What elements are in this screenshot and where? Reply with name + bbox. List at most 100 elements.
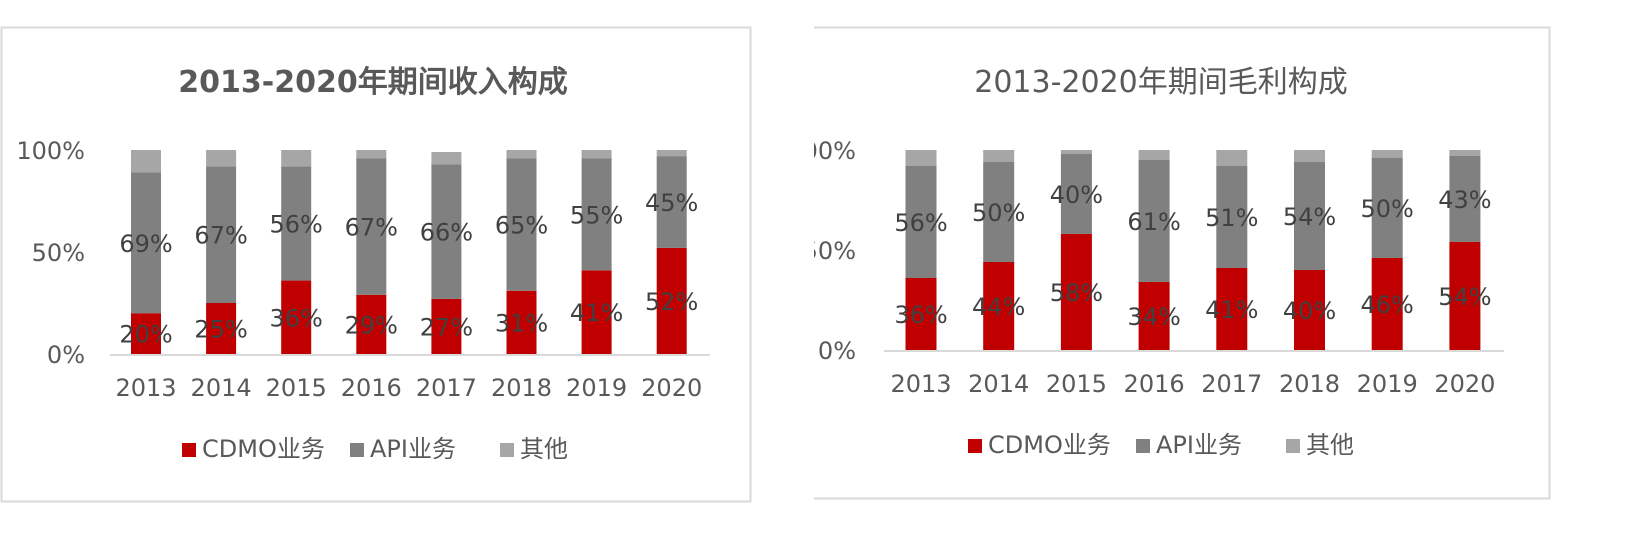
bar-segment-cdmo [131, 313, 161, 354]
x-tick-label: 2020 [641, 374, 702, 402]
bar-segment-cdmo [506, 290, 537, 354]
x-tick-label: 2013 [890, 370, 951, 398]
data-label: 27% [420, 313, 473, 341]
bar-segment-other [656, 150, 687, 157]
y-tick-label: 50% [32, 239, 85, 267]
data-label: 36% [894, 301, 947, 329]
data-label: 46% [1361, 291, 1414, 319]
chart-title: 2013-2020年期间收入构成 [178, 65, 567, 100]
y-tick-label: 0% [47, 341, 85, 369]
bar-segment-other [1449, 150, 1481, 156]
bar-segment-cdmo [581, 270, 612, 354]
data-label: 50% [1361, 195, 1414, 223]
x-tick-label: 2019 [1357, 370, 1418, 398]
bar-segment-other [131, 150, 161, 173]
data-label: 51% [1205, 204, 1258, 232]
x-tick-label: 2017 [416, 374, 477, 402]
data-label: 44% [972, 293, 1025, 321]
legend-swatch [968, 439, 982, 453]
bar-segment-other [905, 150, 937, 166]
bar-segment-api [1449, 156, 1481, 242]
x-tick-label: 2014 [191, 374, 252, 402]
legend-swatch [1136, 439, 1150, 453]
bar-segment-other [1060, 150, 1092, 154]
bar-segment-api [1294, 162, 1325, 270]
bar-segment-api [206, 166, 237, 303]
bar-segment-api [356, 158, 387, 295]
legend-swatch [1286, 439, 1300, 453]
data-label: 67% [345, 214, 398, 242]
x-tick-label: 2020 [1434, 370, 1495, 398]
data-label: 25% [194, 316, 247, 344]
bar-segment-other [581, 150, 612, 159]
data-label: 29% [345, 311, 398, 339]
bar-segment-cdmo [1216, 268, 1248, 350]
bar-segment-cdmo [1449, 242, 1481, 350]
bar-segment-api [281, 166, 312, 281]
bar-segment-api [506, 158, 537, 291]
legend-swatch [182, 443, 196, 457]
bar-segment-cdmo [356, 294, 387, 354]
data-label: 55% [570, 201, 623, 229]
legend-label: CDMO业务 [202, 435, 325, 463]
chart-frame [814, 26, 1551, 500]
bar-segment-other [983, 150, 1015, 162]
bar-segment-other [1294, 150, 1325, 162]
bar-segment-other [1138, 150, 1170, 160]
legend-label: CDMO业务 [988, 431, 1111, 459]
data-label: 54% [1283, 203, 1336, 231]
x-tick-label: 2014 [968, 370, 1029, 398]
bar-segment-cdmo [1138, 282, 1170, 350]
x-tick-label: 2018 [491, 374, 552, 402]
gross-profit-composition-chart: 2013-2020年期间毛利构成 0% 50% 100% 36% 56% 2013 44% 50… [814, 26, 1551, 500]
legend-label: API业务 [1156, 431, 1242, 459]
bar-segment-api [1371, 158, 1403, 258]
data-label: 40% [1283, 297, 1336, 325]
data-label: 56% [894, 209, 947, 237]
bar-segment-cdmo [431, 298, 462, 354]
legend-swatch [500, 443, 514, 457]
data-label: 69% [119, 230, 172, 258]
bar-segment-cdmo [983, 262, 1015, 350]
bar-segment-cdmo [905, 278, 937, 350]
bar-segment-api [131, 172, 161, 314]
bar-segment-api [581, 158, 612, 271]
bar-segment-other [206, 150, 237, 167]
data-label: 43% [1438, 186, 1491, 214]
bar-segment-other [1371, 150, 1403, 158]
bar-segment-cdmo [1060, 234, 1092, 350]
x-tick-label: 2016 [1124, 370, 1185, 398]
data-label: 52% [645, 288, 698, 316]
data-label: 41% [570, 299, 623, 327]
bar-segment-other [506, 150, 537, 159]
legend-swatch [350, 443, 364, 457]
revenue-composition-chart: 2013-2020年期间收入构成 0% 50% 100% 20% 69% 2013 25% 67… [0, 26, 752, 503]
chart-panel-gross-profit: 2013-2020年期间毛利构成 0% 50% 100% 36% 56% 2013 44% 50… [814, 0, 1646, 559]
data-label: 56% [270, 210, 323, 238]
data-label: 41% [1205, 296, 1258, 324]
data-label: 50% [972, 199, 1025, 227]
data-label: 20% [119, 321, 172, 349]
data-label: 58% [1050, 279, 1103, 307]
bar-segment-api [1060, 154, 1092, 234]
bar-segment-other [431, 152, 462, 165]
bar-segment-api [656, 156, 687, 248]
bar-segment-api [1216, 166, 1248, 268]
data-label: 36% [270, 304, 323, 332]
data-label: 45% [645, 189, 698, 217]
legend-label: 其他 [1306, 431, 1354, 459]
data-label: 54% [1438, 283, 1491, 311]
bar-segment-cdmo [1294, 270, 1325, 350]
x-tick-label: 2015 [266, 374, 327, 402]
bar-segment-api [1138, 160, 1170, 282]
chart-panel-revenue: 2013-2020年期间收入构成 0% 50% 100% 20% 69% 2013 25% 67… [0, 26, 752, 503]
x-tick-label: 2013 [115, 374, 176, 402]
y-tick-label: 50% [814, 237, 856, 265]
data-label: 61% [1127, 208, 1180, 236]
data-label: 66% [420, 219, 473, 247]
legend-label: API业务 [370, 435, 456, 463]
x-tick-label: 2017 [1201, 370, 1262, 398]
bar-segment-other [281, 150, 312, 167]
data-label: 65% [495, 211, 548, 239]
x-tick-label: 2016 [341, 374, 402, 402]
